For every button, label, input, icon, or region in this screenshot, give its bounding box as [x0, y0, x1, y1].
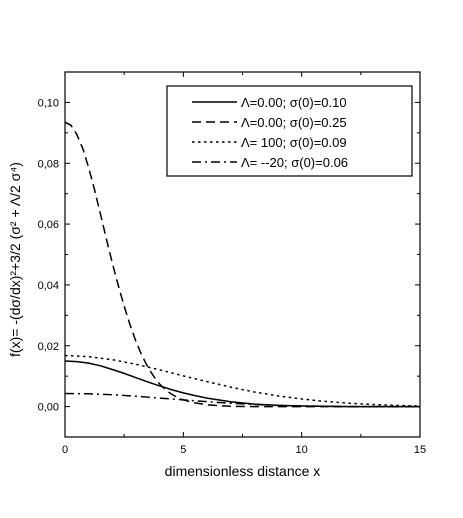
series-line-4 — [64, 392, 420, 408]
x-axis-label: dimensionless distance x — [165, 463, 321, 479]
series-layer — [64, 121, 421, 408]
x-tick-label: 5 — [180, 444, 186, 456]
y-tick-label: 0,04 — [38, 280, 59, 292]
legend-label-1: Λ=0.00; σ(0)=0.10 — [241, 95, 347, 110]
legend-label-4: Λ= --20; σ(0)=0.06 — [241, 155, 348, 170]
y-tick-label: 0,00 — [38, 402, 59, 414]
x-tick-label: 0 — [62, 444, 68, 456]
legend: Λ=0.00; σ(0)=0.10 Λ=0.00; σ(0)=0.25 Λ= 100… — [166, 85, 413, 177]
series-line-2 — [64, 121, 420, 408]
y-tick-label: 0,02 — [38, 341, 59, 353]
legend-label-3: Λ= 100; σ(0)=0.09 — [241, 135, 347, 150]
x-tick-label: 15 — [414, 444, 426, 456]
legend-box — [166, 85, 413, 177]
series-line-3 — [64, 354, 421, 407]
legend-label-2: Λ=0.00; σ(0)=0.25 — [241, 115, 347, 130]
x-tick-label: 10 — [296, 444, 308, 456]
ticks-layer: 0 5 10 15 0,00 0,02 0,04 0,06 0,08 0,10 — [38, 72, 426, 456]
y-tick-label: 0,08 — [38, 158, 59, 170]
y-tick-label: 0,06 — [38, 219, 59, 231]
y-axis-label: f(x)= -(dσ/dx)²+3/2 (σ² + Λ/2 σ⁴) — [7, 162, 23, 357]
y-tick-label: 0,10 — [38, 97, 59, 109]
